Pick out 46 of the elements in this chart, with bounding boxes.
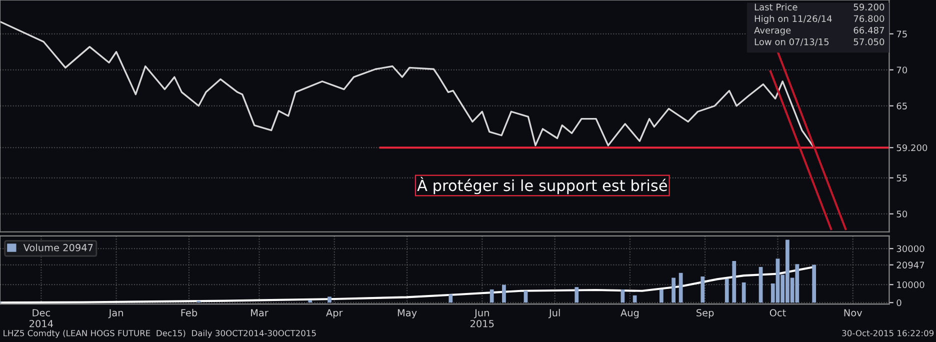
y-tick-label: 70	[896, 66, 908, 74]
x-tick-label: Apr	[326, 309, 343, 318]
x-tick-label: Jul	[548, 308, 560, 318]
x-tick-label: Jan	[108, 309, 123, 318]
bar	[490, 289, 494, 303]
bar	[574, 287, 579, 303]
bar	[672, 278, 676, 303]
bar	[758, 266, 763, 303]
text: Low on 07/13/15 57.050	[754, 38, 884, 46]
x-tick-label: Oct	[770, 309, 786, 316]
x-tick-label: Mar	[251, 309, 268, 316]
bar	[660, 289, 664, 303]
x-tick-label: Nov	[844, 309, 862, 316]
text: Last Price 59.200	[754, 3, 884, 10]
x-tick-label: Sep	[696, 309, 714, 318]
bar	[700, 276, 705, 303]
x-tick-label: May	[398, 309, 417, 318]
y-tick-label: 20947	[896, 262, 924, 268]
text: Average 66.487	[754, 26, 884, 36]
bar	[812, 264, 816, 303]
bar	[448, 294, 453, 303]
x-tick-label: Feb	[181, 308, 198, 316]
annotation: À protéger si le support est brisé	[417, 176, 667, 194]
x-tick-label: Aug	[620, 309, 639, 318]
legend-label: Volume 20947	[23, 244, 93, 252]
bar	[732, 261, 736, 303]
bar	[742, 282, 746, 303]
y-tick-label: 0	[896, 299, 902, 306]
y-tick-label: 65	[896, 102, 907, 110]
y-tick-label: 50	[896, 210, 908, 218]
bar	[678, 272, 683, 303]
y-tick-label: 30000	[896, 245, 924, 252]
y-tick-label: 75	[896, 30, 907, 38]
x-tick-label: Dec 2014	[30, 309, 54, 328]
text: LHZ5 Comdty (LEAN HOGS FUTURE Dec15) Daily 30OCT2014-30OCT2015	[4, 330, 316, 338]
y-tick-label: 59.200	[896, 144, 928, 152]
text: 30-Oct-2015 16:22:09	[842, 330, 934, 336]
text: High on 11/26/14 76.800	[754, 15, 884, 24]
bar	[328, 296, 332, 303]
y-tick-label: 10000	[897, 281, 924, 288]
bar	[502, 284, 506, 303]
x-tick-label: Jun 2015	[470, 309, 494, 328]
bar	[620, 289, 625, 303]
bar	[524, 290, 528, 303]
bar	[724, 278, 729, 303]
y-tick-label: 55	[896, 174, 907, 182]
